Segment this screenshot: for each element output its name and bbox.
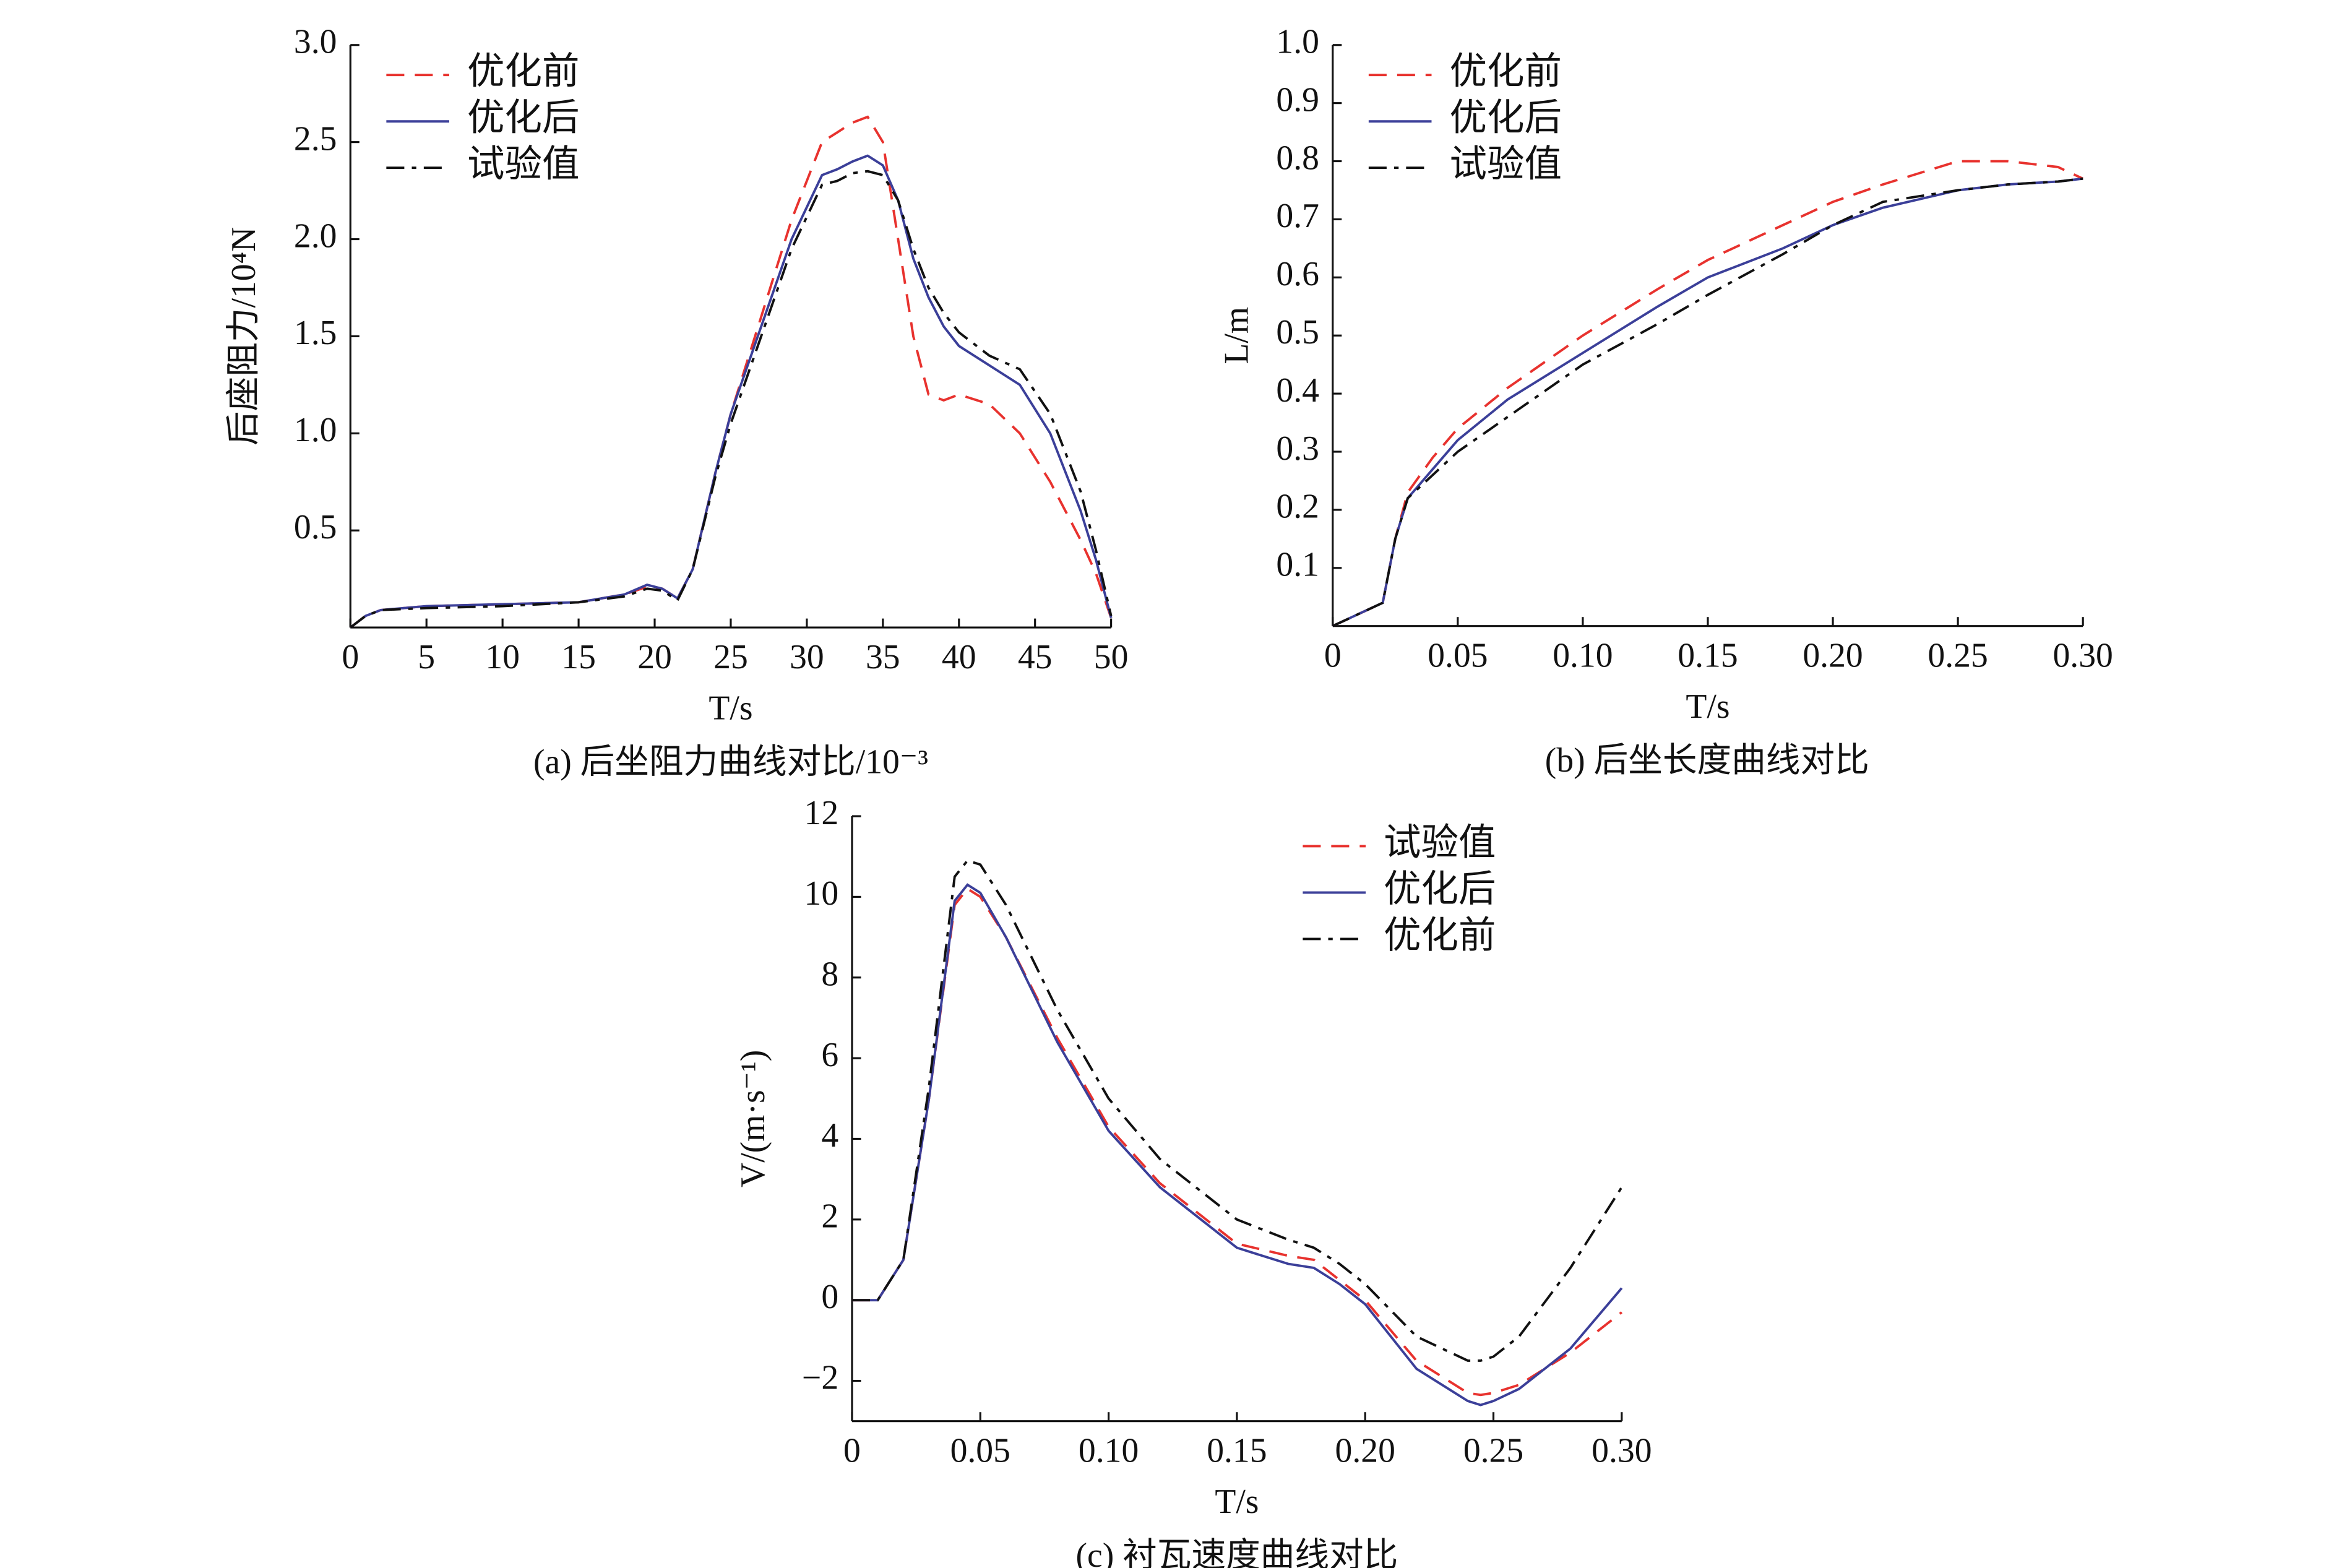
chart-title: (a) 后坐阻力曲线对比/10⁻³ — [533, 743, 928, 782]
series-line — [1332, 160, 2084, 627]
y-tick-label: 1.0 — [294, 411, 337, 449]
y-axis-label: V/(m·s⁻¹) — [734, 1050, 772, 1187]
x-tick-label: 0 — [843, 1432, 861, 1470]
x-tick-label: 0.15 — [1207, 1432, 1267, 1470]
x-tick-label: 15 — [561, 638, 596, 676]
x-tick-label: 0.10 — [1553, 637, 1613, 675]
y-tick-label: 12 — [804, 794, 839, 832]
x-tick-label: 20 — [637, 638, 672, 676]
y-tick-label: 1.5 — [294, 314, 337, 352]
x-tick-label: 25 — [713, 638, 748, 676]
x-axis-label: T/s — [709, 689, 752, 727]
legend-label: 试验值 — [1450, 144, 1562, 185]
series-line — [851, 859, 1623, 1362]
x-tick-label: 0.05 — [950, 1432, 1010, 1470]
x-tick-label: 0.25 — [1928, 637, 1988, 675]
legend-label: 优化前 — [1384, 915, 1496, 956]
x-tick-label: 30 — [790, 638, 824, 676]
x-tick-label: 10 — [485, 638, 520, 676]
y-tick-label: 0.2 — [1276, 488, 1319, 526]
x-tick-label: 0.30 — [2053, 637, 2113, 675]
y-tick-label: 4 — [821, 1116, 838, 1155]
y-tick-label: 1.0 — [1276, 23, 1319, 61]
x-tick-label: 0.30 — [1592, 1432, 1652, 1470]
y-tick-label: 0 — [821, 1278, 838, 1316]
x-tick-label: 35 — [866, 638, 900, 676]
y-tick-label: 0.1 — [1276, 546, 1319, 584]
y-tick-label: 8 — [821, 955, 838, 994]
y-tick-label: 0.7 — [1276, 197, 1319, 235]
y-tick-label: 0.9 — [1276, 80, 1319, 119]
x-tick-label: 0 — [1324, 637, 1342, 675]
series-line — [851, 883, 1623, 1406]
legend-label: 优化后 — [1384, 868, 1496, 910]
y-tick-label: 0.5 — [1276, 313, 1319, 351]
chart-title: (c) 衬瓦速度曲线对比 — [1076, 1536, 1398, 1568]
x-tick-label: 45 — [1018, 638, 1053, 676]
series-line — [350, 154, 1113, 629]
y-tick-label: 2 — [821, 1197, 838, 1236]
y-tick-label: 0.4 — [1276, 371, 1319, 410]
y-tick-label: 3.0 — [294, 23, 337, 61]
x-axis-label: T/s — [1215, 1483, 1259, 1521]
legend-label: 优化前 — [1450, 51, 1562, 92]
y-tick-label: 0.5 — [294, 508, 337, 546]
y-tick-label: 6 — [821, 1036, 838, 1074]
y-axis-label: L/m — [1218, 307, 1256, 364]
x-tick-label: 50 — [1094, 638, 1129, 676]
legend-label: 优化前 — [467, 51, 579, 92]
x-tick-label: 40 — [942, 638, 976, 676]
y-tick-label: 10 — [804, 874, 839, 913]
chart-title: (b) 后坐长度曲线对比 — [1545, 741, 1869, 780]
x-tick-label: 0.20 — [1803, 637, 1863, 675]
y-tick-label: 0.3 — [1276, 429, 1319, 468]
x-tick-label: 0.10 — [1079, 1432, 1139, 1470]
y-tick-label: 0.6 — [1276, 255, 1319, 293]
y-tick-label: 0.8 — [1276, 139, 1319, 177]
y-tick-label: 2.5 — [294, 119, 337, 158]
legend-label: 优化后 — [1450, 97, 1562, 139]
y-axis-label: 后座阻力/10⁴N — [225, 227, 263, 446]
x-axis-label: T/s — [1686, 687, 1729, 726]
series-line — [1332, 177, 2083, 627]
series-line — [1332, 177, 2083, 627]
y-tick-label: −2 — [802, 1358, 838, 1397]
x-tick-label: 0.25 — [1463, 1432, 1523, 1470]
legend-label: 试验值 — [467, 144, 579, 185]
series-line — [851, 887, 1623, 1397]
legend-label: 优化后 — [467, 97, 579, 139]
y-tick-label: 2.0 — [294, 217, 337, 255]
x-tick-label: 0.20 — [1335, 1432, 1395, 1470]
x-tick-label: 5 — [418, 638, 435, 676]
x-tick-label: 0 — [342, 638, 359, 676]
series-line — [350, 170, 1113, 629]
series-line — [350, 115, 1113, 629]
x-tick-label: 0.05 — [1428, 637, 1488, 675]
x-tick-label: 0.15 — [1678, 637, 1738, 675]
legend-label: 试验值 — [1384, 822, 1496, 863]
